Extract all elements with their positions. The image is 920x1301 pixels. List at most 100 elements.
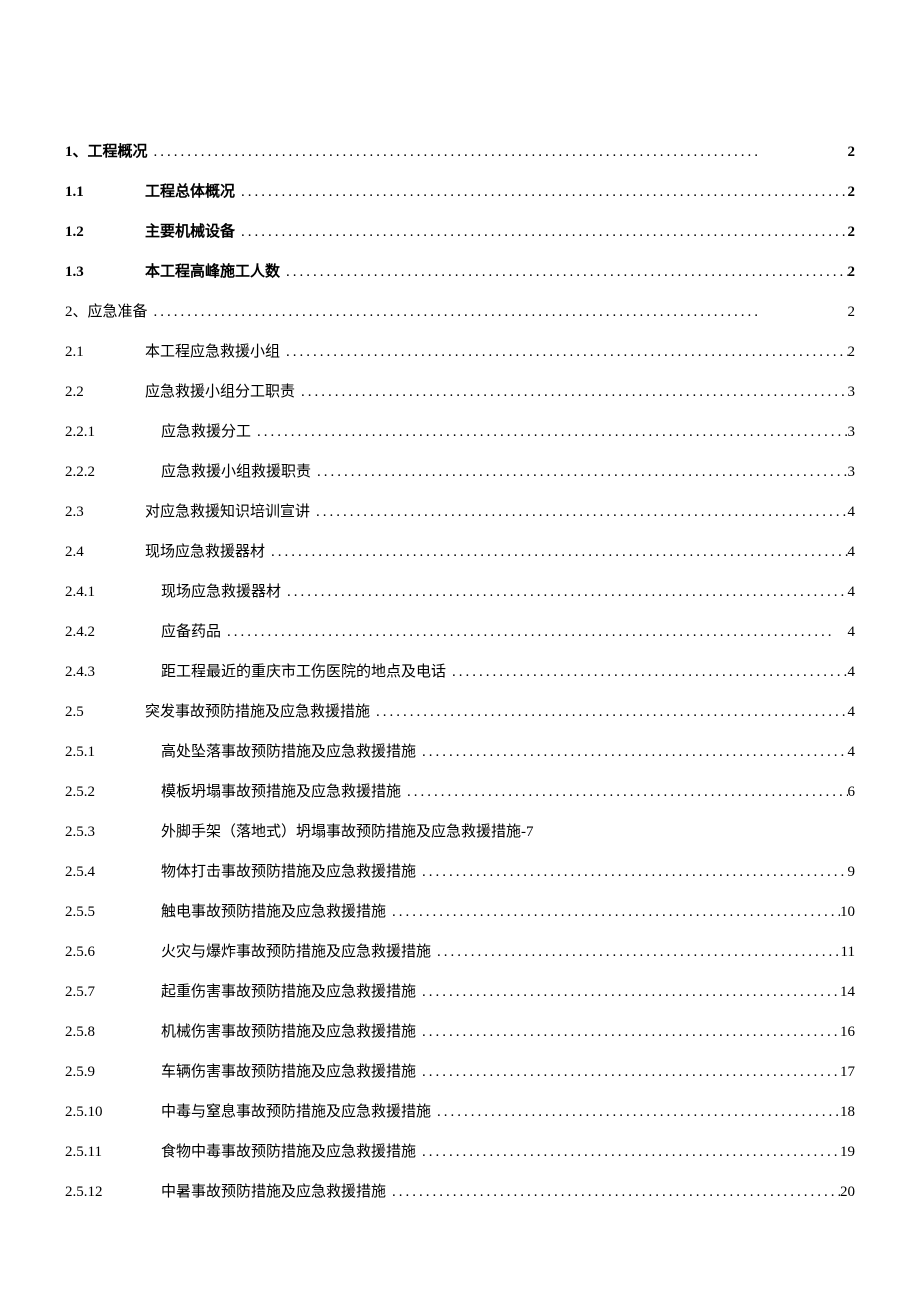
toc-entry-title: 应急救援分工 <box>161 420 251 444</box>
toc-entry-title: 工程总体概况 <box>145 180 235 204</box>
toc-entry-leader-dots <box>148 300 848 324</box>
toc-entry-page: 2 <box>848 140 856 164</box>
toc-entry-title: 应备药品 <box>161 620 221 644</box>
toc-entry-page: 2 <box>848 220 856 244</box>
toc-entry-number: 1.2 <box>65 220 145 244</box>
toc-entry-title: 工程概况 <box>88 140 148 164</box>
toc-entry-page: 11 <box>841 940 855 964</box>
toc-entry-page: 4 <box>848 500 856 524</box>
toc-entry-number: 2.4.1 <box>65 580 161 604</box>
toc-entry-leader-dots <box>148 140 848 164</box>
toc-entry-leader-dots <box>416 1060 840 1084</box>
toc-entry: 2.4.3距工程最近的重庆市工伤医院的地点及电话4 <box>65 660 855 684</box>
toc-entry-leader-dots <box>280 340 847 364</box>
toc-entry-leader-dots <box>280 260 847 284</box>
toc-entry-title: 模板坍塌事故预措施及应急救援措施 <box>161 780 401 804</box>
toc-entry-number: 2.4.2 <box>65 620 161 644</box>
toc-entry-leader-dots <box>221 620 847 644</box>
toc-entry-leader-dots <box>265 540 847 564</box>
toc-entry-page: 3 <box>848 420 856 444</box>
toc-entry: 2.5突发事故预防措施及应急救援措施4 <box>65 700 855 724</box>
toc-entry-title: 外脚手架（落地式）坍塌事故预防措施及应急救援措施-7 <box>161 820 534 844</box>
toc-entry-number: 1、 <box>65 140 88 164</box>
toc-entry-page: 10 <box>840 900 855 924</box>
toc-entry-title: 突发事故预防措施及应急救援措施 <box>145 700 370 724</box>
toc-entry-title: 应急救援小组分工职责 <box>145 380 295 404</box>
toc-entry-leader-dots <box>416 1140 840 1164</box>
toc-entry-title: 起重伤害事故预防措施及应急救援措施 <box>161 980 416 1004</box>
toc-entry-page: 17 <box>840 1060 855 1084</box>
toc-entry-title: 机械伤害事故预防措施及应急救援措施 <box>161 1020 416 1044</box>
toc-entry-leader-dots <box>401 780 847 804</box>
toc-entry-page: 16 <box>840 1020 855 1044</box>
toc-entry-number: 2.3 <box>65 500 145 524</box>
toc-entry-number: 2.5.12 <box>65 1180 161 1204</box>
toc-entry: 2.5.2模板坍塌事故预措施及应急救援措施 6 <box>65 780 855 804</box>
toc-entry-page: 18 <box>840 1100 855 1124</box>
toc-entry-page: 6 <box>848 780 856 804</box>
toc-entry-leader-dots <box>431 940 841 964</box>
toc-entry: 2.1本工程应急救援小组2 <box>65 340 855 364</box>
toc-entry-title: 车辆伤害事故预防措施及应急救援措施 <box>161 1060 416 1084</box>
toc-entry-number: 2.5.11 <box>65 1140 161 1164</box>
toc-entry-leader-dots <box>416 860 847 884</box>
toc-entry-page: 4 <box>848 580 856 604</box>
toc-entry-title: 火灾与爆炸事故预防措施及应急救援措施 <box>161 940 431 964</box>
toc-entry-leader-dots <box>431 1100 840 1124</box>
toc-entry: 2.5.1高处坠落事故预防措施及应急救援措施4 <box>65 740 855 764</box>
toc-entry-number: 2、 <box>65 300 88 324</box>
toc-entry: 2.4.1现场应急救援器材4 <box>65 580 855 604</box>
toc-entry-page: 2 <box>848 300 856 324</box>
toc-entry-number: 2.5.6 <box>65 940 161 964</box>
toc-entry-leader-dots <box>370 700 847 724</box>
toc-entry-title: 距工程最近的重庆市工伤医院的地点及电话 <box>161 660 446 684</box>
toc-entry-number: 2.2.2 <box>65 460 161 484</box>
toc-entry-page: 4 <box>848 660 856 684</box>
toc-entry-number: 2.4 <box>65 540 145 564</box>
toc-entry-number: 2.5.10 <box>65 1100 161 1124</box>
toc-entry-page: 3 <box>848 460 856 484</box>
toc-entry-title: 物体打击事故预防措施及应急救援措施 <box>161 860 416 884</box>
toc-entry: 2.2.2应急救援小组救援职责 3 <box>65 460 855 484</box>
toc-entry-number: 1.1 <box>65 180 145 204</box>
toc-entry-leader-dots <box>311 460 847 484</box>
toc-entry-page: 2 <box>848 260 856 284</box>
toc-entry-title: 本工程高峰施工人数 <box>145 260 280 284</box>
toc-entry: 1.2主要机械设备2 <box>65 220 855 244</box>
toc-entry-page: 4 <box>848 540 856 564</box>
toc-entry-title: 中暑事故预防措施及应急救援措施 <box>161 1180 386 1204</box>
toc-entry-leader-dots <box>310 500 847 524</box>
toc-entry-leader-dots <box>235 220 847 244</box>
toc-entry: 2.4.2应备药品 4 <box>65 620 855 644</box>
toc-entry: 2.2.1应急救援分工 3 <box>65 420 855 444</box>
toc-entry-title: 触电事故预防措施及应急救援措施 <box>161 900 386 924</box>
toc-entry-leader-dots <box>295 380 847 404</box>
toc-entry-leader-dots <box>416 740 847 764</box>
toc-entry-title: 应急准备 <box>88 300 148 324</box>
toc-entry-number: 2.5.7 <box>65 980 161 1004</box>
toc-entry-leader-dots <box>281 580 847 604</box>
toc-entry-title: 现场应急救援器材 <box>145 540 265 564</box>
toc-entry-page: 14 <box>840 980 855 1004</box>
toc-entry-number: 1.3 <box>65 260 145 284</box>
toc-entry-page: 4 <box>848 620 856 644</box>
toc-entry-page: 9 <box>848 860 856 884</box>
toc-entry-title: 应急救援小组救援职责 <box>161 460 311 484</box>
toc-entry-number: 2.5.3 <box>65 820 161 844</box>
toc-entry: 2.3对应急救援知识培训宣讲4 <box>65 500 855 524</box>
toc-entry-leader-dots <box>235 180 847 204</box>
toc-entry-leader-dots <box>416 980 840 1004</box>
toc-entry: 2.5.8机械伤害事故预防措施及应急救援措施16 <box>65 1020 855 1044</box>
toc-entry: 2.5.9车辆伤害事故预防措施及应急救援措施17 <box>65 1060 855 1084</box>
toc-entry: 2.5.5触电事故预防措施及应急救援措施10 <box>65 900 855 924</box>
toc-entry: 2.5.6火灾与爆炸事故预防措施及应急救援措施 11 <box>65 940 855 964</box>
toc-entry-number: 2.1 <box>65 340 145 364</box>
toc-entry-title: 本工程应急救援小组 <box>145 340 280 364</box>
toc-entry: 2、应急准备 2 <box>65 300 855 324</box>
toc-entry: 1.3本工程高峰施工人数 2 <box>65 260 855 284</box>
toc-entry: 2.2应急救援小组分工职责3 <box>65 380 855 404</box>
toc-entry-number: 2.2.1 <box>65 420 161 444</box>
toc-entry-number: 2.5.4 <box>65 860 161 884</box>
toc-entry-leader-dots <box>386 1180 840 1204</box>
toc-entry-title: 中毒与窒息事故预防措施及应急救援措施 <box>161 1100 431 1124</box>
